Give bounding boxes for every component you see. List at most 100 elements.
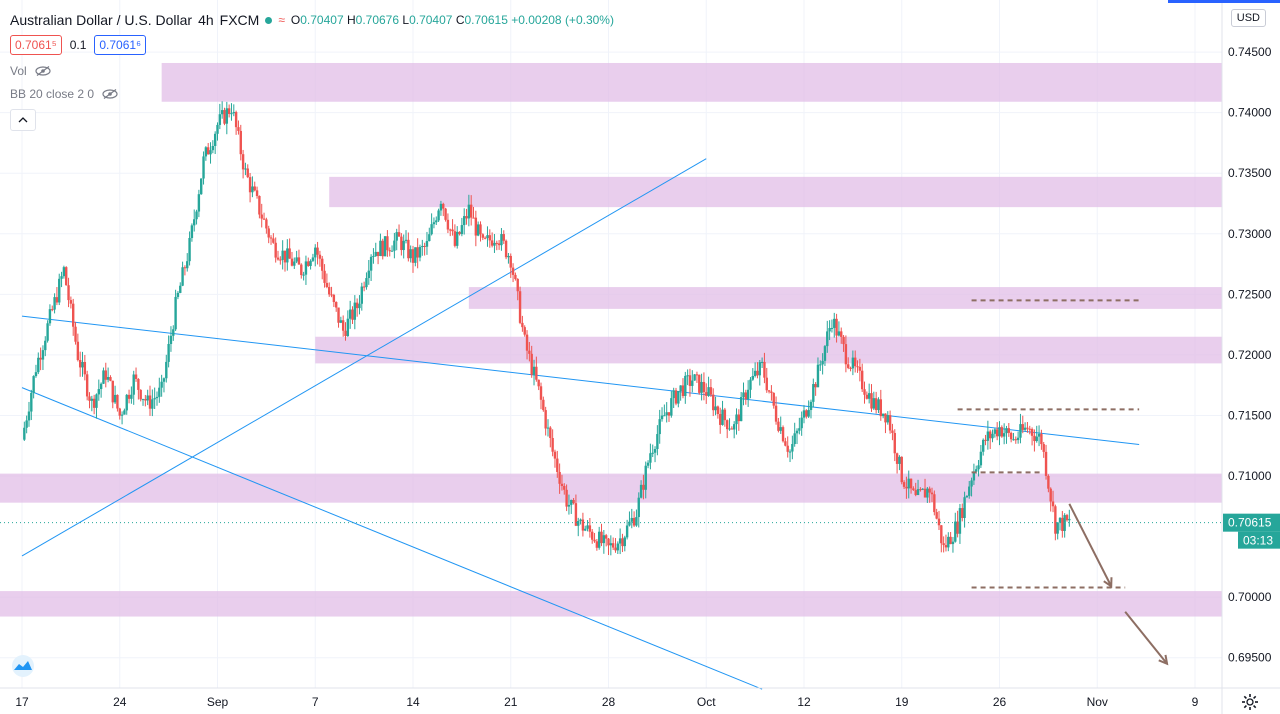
candle — [1009, 431, 1013, 443]
candle — [705, 383, 708, 404]
candle — [334, 301, 338, 312]
y-tick-label: 0.74000 — [1228, 106, 1272, 120]
candle — [190, 223, 194, 242]
candle-body — [372, 255, 375, 257]
candle-body — [593, 539, 596, 542]
candle-body — [393, 240, 396, 251]
trade-panel: 0.7061⁵ 0.1 0.7061⁶ — [10, 35, 147, 55]
candle-body — [51, 309, 54, 311]
candle — [691, 370, 694, 393]
candle — [618, 528, 622, 555]
candle-body — [772, 392, 775, 406]
candle-body — [463, 216, 466, 226]
candle — [940, 525, 943, 553]
indicator-bb[interactable]: BB 20 close 2 0 — [10, 87, 118, 101]
candle-body — [265, 219, 268, 229]
indicator-vol[interactable]: Vol — [10, 64, 51, 78]
candle-body — [979, 451, 983, 466]
trendline[interactable] — [21, 387, 763, 690]
price-zone[interactable] — [0, 591, 1222, 617]
price-zone[interactable] — [329, 176, 1222, 208]
candle-body — [523, 327, 526, 335]
candle — [204, 146, 208, 161]
candle — [130, 386, 133, 404]
currency-button[interactable]: USD — [1230, 9, 1266, 27]
candle-body — [579, 519, 582, 522]
eye-off-icon[interactable] — [102, 89, 118, 99]
candle-body — [709, 387, 713, 395]
candle-body — [532, 366, 536, 375]
trendline[interactable] — [21, 315, 1140, 446]
candle — [544, 406, 547, 436]
sell-button[interactable]: 0.7061⁵ — [10, 35, 62, 55]
candle-body — [637, 497, 640, 518]
buy-button[interactable]: 0.7061⁶ — [94, 35, 147, 55]
candle-body — [120, 414, 124, 416]
candle — [686, 369, 689, 386]
candle-body — [290, 258, 294, 266]
candle-body — [905, 486, 908, 489]
candle — [386, 230, 389, 257]
candle-body — [751, 376, 754, 380]
candle-body — [451, 229, 454, 232]
arrow-shaft[interactable] — [1068, 503, 1113, 587]
trendline[interactable] — [21, 158, 707, 557]
candle — [388, 247, 391, 257]
candle-body — [998, 427, 1001, 437]
candle — [893, 429, 896, 462]
candle — [479, 221, 482, 242]
gear-icon[interactable] — [1241, 693, 1259, 711]
candle — [237, 120, 240, 135]
candle — [600, 523, 603, 547]
candle — [560, 474, 564, 491]
candle — [111, 380, 114, 409]
candle-body — [525, 334, 529, 351]
brand-logo-icon[interactable] — [10, 655, 36, 677]
countdown-label: 03:13 — [1243, 534, 1273, 548]
candle — [1058, 517, 1062, 531]
candle-body — [432, 222, 436, 225]
candle — [253, 181, 256, 192]
candle — [800, 411, 803, 436]
candle — [765, 367, 768, 393]
candle-body — [453, 231, 457, 246]
candle-body — [139, 389, 142, 400]
candle — [819, 360, 822, 371]
candle — [446, 213, 450, 234]
interval-label[interactable]: 4h — [198, 12, 214, 28]
arrow-head[interactable] — [1103, 577, 1113, 589]
candle — [51, 305, 54, 312]
price-zone[interactable] — [468, 287, 1222, 309]
candle — [46, 320, 49, 343]
candle-body — [344, 330, 347, 337]
candle — [456, 226, 459, 249]
last-price-badge — [1223, 513, 1280, 532]
arrow-head[interactable] — [1158, 654, 1169, 666]
price-zone[interactable] — [315, 336, 1222, 364]
candle — [1000, 425, 1004, 438]
candle-body — [933, 494, 936, 513]
candle — [665, 402, 668, 423]
candle-body — [833, 318, 836, 328]
candle — [872, 391, 876, 411]
candle-body — [127, 394, 131, 399]
collapse-legend-button[interactable] — [10, 109, 36, 131]
candle-body — [779, 427, 782, 431]
candle-body — [176, 292, 180, 297]
price-zone[interactable] — [0, 473, 1222, 503]
candle — [774, 396, 778, 425]
eye-off-icon[interactable] — [35, 66, 51, 76]
candle-body — [679, 385, 682, 392]
candle — [653, 446, 657, 463]
candle — [826, 320, 829, 353]
candle-body — [539, 386, 543, 400]
candle — [816, 357, 820, 388]
candle-body — [795, 430, 799, 434]
candle-body — [1028, 428, 1031, 430]
candle-body — [644, 465, 647, 490]
symbol-title[interactable]: Australian Dollar / U.S. Dollar — [10, 12, 193, 28]
arrow-shaft[interactable] — [1124, 611, 1168, 665]
price-zone[interactable] — [161, 62, 1223, 102]
candle-body — [1040, 433, 1043, 445]
